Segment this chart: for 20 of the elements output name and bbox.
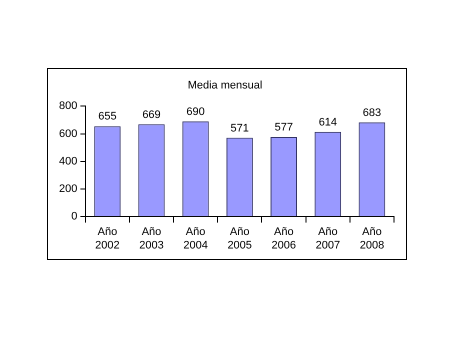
chart-title: Media mensual	[188, 80, 262, 92]
y-tick-label: 800	[58, 100, 78, 112]
x-tick-label: Año 2007	[316, 226, 340, 252]
data-label: 614	[318, 116, 338, 128]
y-tick-label: 600	[58, 128, 78, 140]
x-tick-label: Año 2006	[272, 226, 296, 252]
data-label: 669	[142, 108, 161, 121]
data-label: 690	[186, 106, 205, 118]
data-label: 655	[98, 110, 117, 123]
x-tick-label: Año 2002	[95, 226, 120, 252]
data-label: 683	[362, 106, 382, 119]
y-tick-label: 200	[58, 183, 78, 196]
x-tick-label: Año 2003	[139, 226, 164, 252]
y-tick-label: 400	[58, 155, 78, 168]
x-tick-label: Año 2008	[360, 226, 384, 252]
x-tick-label: Año 2004	[183, 226, 208, 252]
y-tick-label: 0	[71, 210, 78, 223]
x-tick-label: Año 2005	[227, 226, 252, 252]
data-label: 577	[274, 122, 293, 134]
data-label: 571	[230, 122, 249, 134]
